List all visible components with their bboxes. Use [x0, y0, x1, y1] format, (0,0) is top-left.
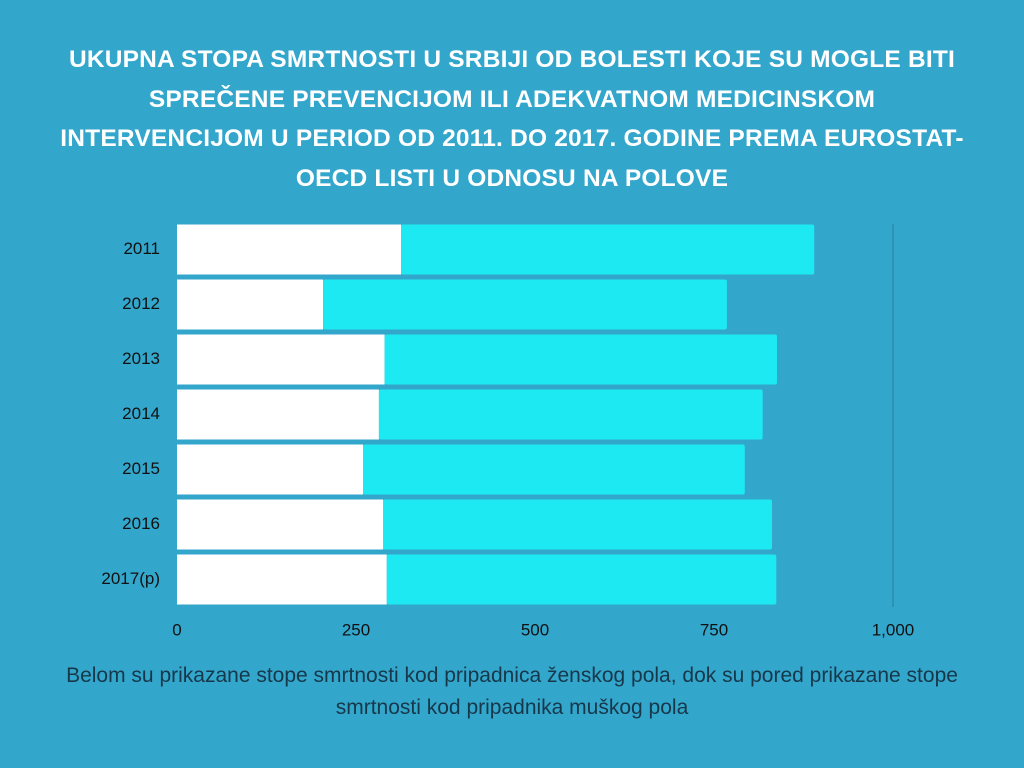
y-tick-label: 2013	[122, 349, 160, 368]
x-tick-label: 1,000	[872, 620, 915, 639]
bar-segment	[383, 499, 772, 550]
bar-segment	[177, 279, 324, 330]
bar-segment	[177, 389, 379, 440]
bar-segment	[401, 224, 815, 275]
x-tick-label: 500	[521, 620, 549, 639]
y-tick-label: 2014	[122, 404, 160, 423]
y-tick-label: 2011	[123, 239, 160, 258]
y-tick-label: 2016	[122, 514, 160, 533]
y-tick-label: 2017(p)	[101, 569, 160, 588]
bar-segment	[363, 444, 745, 495]
chart: 0 250 500 750 1,000 2011 2012 2013 2014 2015 2016 2…	[101, 224, 915, 639]
bar-segment	[384, 334, 778, 385]
bar-segment	[177, 224, 402, 275]
y-tick-label: 2012	[122, 294, 160, 313]
x-tick-label: 750	[700, 620, 728, 639]
bar-segment	[323, 279, 727, 330]
footnote: Belom su prikazane stope smrtnosti kod p…	[66, 664, 958, 719]
bar-segment	[386, 554, 777, 605]
bar-segment	[378, 389, 763, 440]
bar-segment	[177, 554, 387, 605]
bar-segment	[177, 444, 364, 495]
x-tick-label: 250	[342, 620, 370, 639]
x-tick-label: 0	[172, 620, 181, 639]
bar-segment	[177, 499, 384, 550]
chart-title: UKUPNA STOPA SMRTNOSTI U SRBIJI OD BOLES…	[60, 46, 964, 192]
bar-segment	[177, 334, 385, 385]
y-tick-label: 2015	[122, 459, 160, 478]
